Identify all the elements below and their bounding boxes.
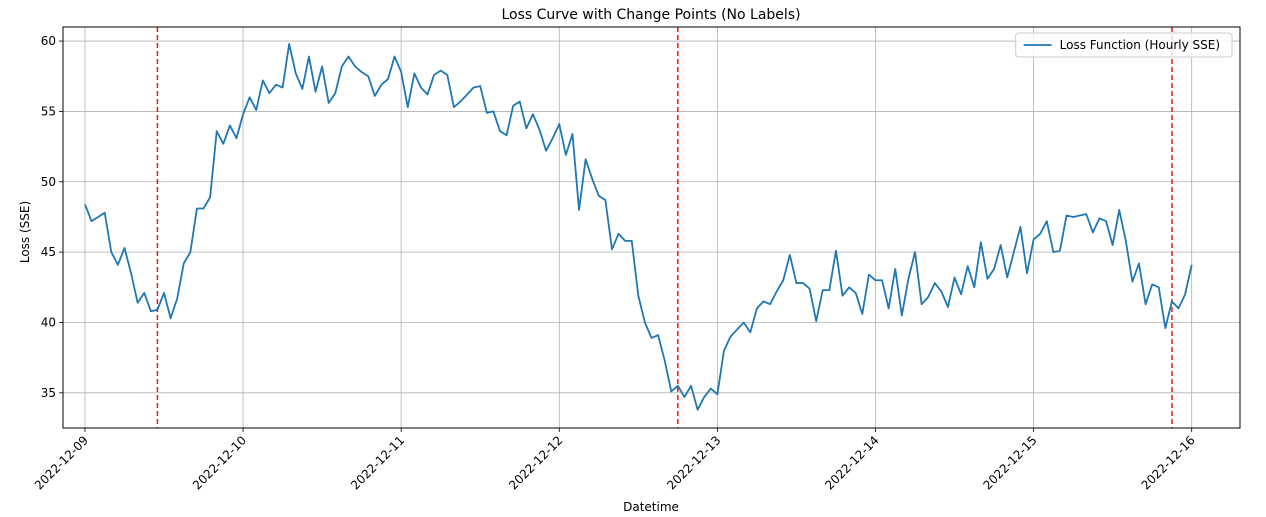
x-tick-label: 2022-12-16 bbox=[1139, 433, 1198, 492]
y-tick-label: 55 bbox=[41, 104, 56, 118]
x-tick-label: 2022-12-12 bbox=[506, 433, 565, 492]
change-points bbox=[156, 27, 1173, 428]
x-ticks: 2022-12-09 2022-12-10 2022-12-11 2022-12-12… bbox=[32, 428, 1198, 492]
x-tick-label: 2022-12-14 bbox=[822, 433, 881, 492]
x-tick-label: 2022-12-11 bbox=[348, 433, 407, 492]
y-axis-label: Loss (SSE) bbox=[18, 201, 32, 263]
x-axis-label: Datetime bbox=[623, 500, 679, 514]
series-line bbox=[84, 42, 1193, 411]
y-tick-label: 50 bbox=[41, 175, 56, 189]
grid bbox=[63, 27, 1240, 428]
x-tick-label: 2022-12-10 bbox=[190, 433, 249, 492]
y-tick-label: 60 bbox=[41, 34, 56, 48]
legend-box bbox=[1015, 32, 1233, 58]
plot-frame bbox=[62, 26, 1241, 429]
x-tick-label: 2022-12-09 bbox=[32, 433, 91, 492]
chart-title: Loss Curve with Change Points (No Labels… bbox=[501, 7, 800, 23]
x-tick-label: 2022-12-13 bbox=[664, 433, 723, 492]
legend-label: Loss Function (Hourly SSE) bbox=[1060, 38, 1220, 52]
y-tick-label: 45 bbox=[41, 245, 56, 259]
x-tick-label: 2022-12-15 bbox=[980, 433, 1039, 492]
legend: Loss Function (Hourly SSE) bbox=[1015, 32, 1233, 58]
y-tick-label: 40 bbox=[41, 315, 56, 329]
series-group bbox=[84, 42, 1193, 411]
y-tick-label: 35 bbox=[41, 386, 56, 400]
y-ticks: 35 40 45 50 55 60 bbox=[41, 34, 63, 400]
